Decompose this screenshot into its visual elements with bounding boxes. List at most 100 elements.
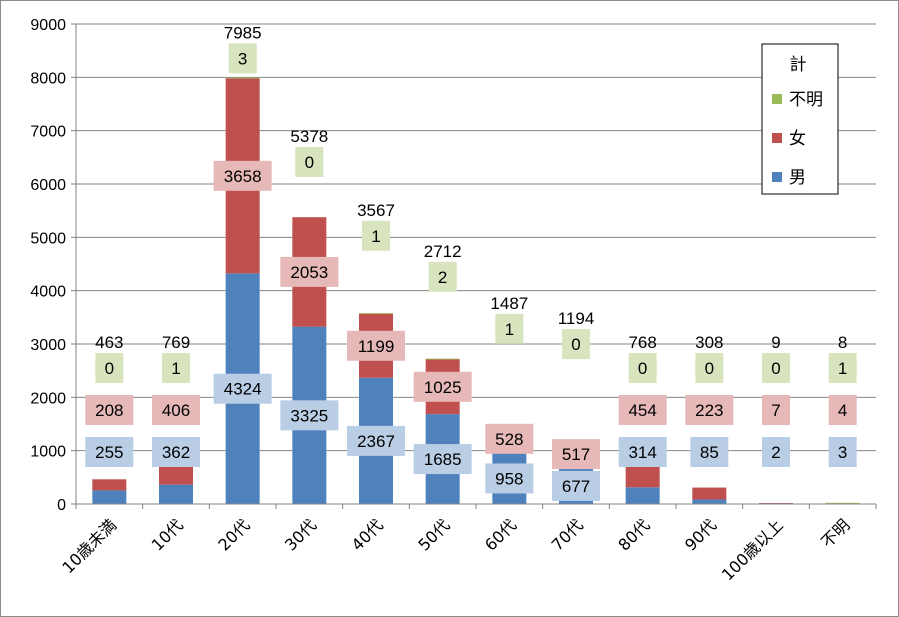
data-label-unknown-box: [295, 146, 324, 177]
data-label-male-box: [762, 437, 790, 467]
data-label-unknown: 1: [838, 359, 847, 378]
data-label-female: 517: [562, 445, 590, 464]
bar-segment-male: [692, 499, 727, 504]
data-label-female-box: [213, 160, 272, 191]
data-label-male-box: [347, 425, 405, 456]
data-labels: 2552080463362406176943243658379853325205…: [85, 23, 857, 501]
data-label-female-box: [280, 256, 339, 287]
data-label-female-box: [552, 439, 600, 470]
x-tick-label: 30代: [281, 515, 320, 554]
bar-segment-unknown: [359, 313, 393, 314]
bar-segment-female: [759, 503, 793, 504]
data-label-male: 677: [562, 477, 590, 496]
axes: [75, 24, 877, 509]
data-label-male: 4324: [224, 380, 262, 399]
bar-segment-female: [159, 463, 193, 485]
bar-segment-male: [625, 487, 660, 504]
bar-segment-female: [92, 479, 127, 491]
data-label-female-box: [85, 395, 134, 425]
x-tick-label: 40代: [348, 515, 387, 554]
data-label-female-box: [152, 395, 200, 425]
data-label-male-box: [280, 400, 339, 431]
data-label-male: 255: [95, 443, 123, 462]
data-label-unknown: 0: [571, 335, 580, 354]
data-label-male-box: [213, 373, 272, 404]
data-label-total: 1487: [490, 294, 528, 313]
data-label-male-box: [85, 437, 134, 467]
data-label-female: 2053: [290, 263, 328, 282]
data-label-unknown-box: [162, 353, 190, 383]
data-label-female-box: [347, 330, 405, 361]
data-label-male: 314: [628, 443, 656, 462]
x-tick-label: 60代: [481, 515, 520, 554]
y-tick-label: 9000: [30, 17, 66, 34]
legend-label: 男: [789, 168, 806, 188]
y-tick-label: 7000: [30, 124, 66, 141]
data-label-male: 958: [495, 469, 523, 488]
legend-label: 不明: [789, 90, 823, 110]
data-label-total: 308: [695, 333, 723, 352]
y-tick-label: 0: [57, 497, 66, 514]
data-label-male-box: [485, 463, 534, 494]
data-label-unknown-box: [228, 43, 257, 74]
legend-swatch: [772, 172, 782, 182]
data-label-female-box: [413, 371, 472, 402]
x-tick-label: 不明: [817, 515, 853, 551]
data-label-total: 769: [162, 333, 190, 352]
bar-segment-unknown: [825, 502, 860, 504]
data-label-male-box: [413, 444, 472, 475]
grid-lines: [76, 23, 876, 452]
y-tick-label: 3000: [30, 337, 66, 354]
data-label-total: 3567: [357, 201, 395, 220]
bar-segment-male: [159, 484, 193, 504]
data-label-male: 85: [700, 443, 719, 462]
bar-segment-female: [692, 487, 727, 500]
data-label-female: 1025: [424, 378, 462, 397]
data-label-male: 3325: [290, 406, 328, 425]
data-label-male-box: [618, 437, 667, 467]
y-tick-label: 2000: [30, 390, 66, 407]
y-tick-label: 8000: [30, 70, 66, 87]
x-tick-label: 10代: [148, 515, 187, 554]
legend-box: [761, 43, 839, 195]
data-label-unknown-box: [495, 313, 524, 344]
legend-label: 女: [789, 129, 806, 149]
data-label-unknown-box: [828, 353, 857, 383]
legend-swatch: [772, 94, 782, 104]
y-tick-label: 1000: [30, 444, 66, 461]
data-label-female: 3658: [224, 167, 262, 186]
data-label-total: 2712: [424, 242, 462, 261]
bar-segment-female: [625, 463, 660, 488]
data-label-unknown: 1: [171, 359, 180, 378]
data-label-unknown-box: [562, 329, 590, 360]
x-tick-label: 70代: [548, 515, 587, 554]
y-tick-label: 4000: [30, 284, 66, 301]
legend-swatch: [772, 133, 782, 143]
data-label-unknown-box: [628, 353, 657, 383]
data-label-total: 9: [771, 333, 780, 352]
data-label-female: 454: [628, 401, 656, 420]
y-axis-ticks: 0 1000 2000 3000 4000 5000 6000 7000 8000 9000: [30, 17, 76, 514]
data-label-male-box: [828, 437, 857, 467]
data-label-unknown: 0: [105, 359, 114, 378]
data-label-female-box: [685, 395, 734, 425]
data-label-unknown-box: [428, 261, 457, 292]
bar-segment-unknown: [225, 77, 260, 79]
data-label-unknown: 0: [305, 153, 314, 172]
data-label-male: 2: [771, 443, 780, 462]
data-label-unknown: 1: [505, 320, 514, 339]
y-tick-label: 5000: [30, 230, 66, 247]
data-label-female: 406: [162, 401, 190, 420]
data-label-total: 768: [628, 333, 656, 352]
data-label-unknown: 3: [238, 49, 247, 68]
x-tick-label: 90代: [681, 515, 720, 554]
data-label-male-box: [690, 437, 729, 467]
data-label-male: 362: [162, 443, 190, 462]
data-label-total: 463: [95, 333, 123, 352]
data-label-total: 5378: [290, 127, 328, 146]
data-label-female-box: [618, 395, 667, 425]
data-label-female-box: [762, 395, 790, 425]
bar-segment-male: [92, 490, 127, 504]
